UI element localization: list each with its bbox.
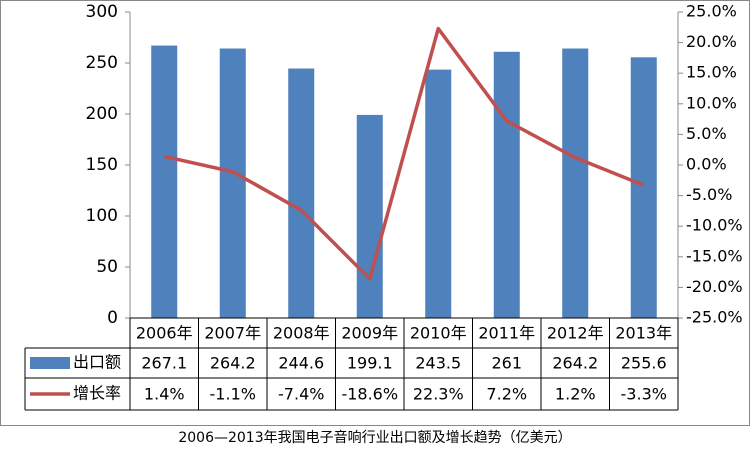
y2-tick-label: 5.0% [686, 124, 727, 143]
x-tick-label: 2007年 [204, 324, 261, 343]
y2-tick-label: 10.0% [686, 93, 737, 112]
bar [425, 69, 452, 318]
bar [356, 114, 383, 318]
table-value: 264.2 [210, 354, 256, 373]
table-value: 199.1 [347, 354, 393, 373]
y-tick-label: 150 [86, 155, 118, 175]
table-value: -3.3% [621, 385, 667, 404]
table-value: 22.3% [413, 385, 464, 404]
table-value: 244.6 [278, 354, 324, 373]
y2-tick-label: 20.0% [686, 32, 737, 51]
chart-title: 2006—2013年我国电子音响行业出口额及增长趋势（亿美元） [178, 429, 571, 446]
table-value: 264.2 [552, 354, 598, 373]
table-value: -18.6% [341, 385, 398, 404]
legend-label: 出口额 [73, 353, 121, 372]
legend-label: 增长率 [73, 384, 121, 403]
line [163, 26, 645, 281]
legend-swatch [30, 357, 70, 369]
y2-tick-label: -15.0% [686, 246, 743, 265]
table-value: 243.5 [415, 354, 461, 373]
x-tick-label: 2012年 [547, 324, 604, 343]
y-tick-label: 200 [86, 104, 118, 124]
x-tick-label: 2010年 [410, 324, 467, 343]
bar [562, 48, 589, 319]
table-value: 1.2% [555, 385, 596, 404]
y2-tick-label: 25.0% [686, 2, 737, 21]
table-value: -7.4% [278, 385, 324, 404]
bar [219, 48, 246, 319]
y-tick-label: 50 [96, 257, 118, 277]
x-tick-label: 2013年 [615, 324, 672, 343]
y-tick-label: 250 [86, 53, 118, 73]
y-tick-label: 0 [107, 308, 118, 328]
table-value: 7.2% [486, 385, 527, 404]
y2-tick-label: -10.0% [686, 216, 743, 235]
y2-tick-label: 15.0% [686, 63, 737, 82]
x-tick-label: 2006年 [136, 324, 193, 343]
bar [288, 68, 315, 319]
y2-tick-label: -25.0% [686, 308, 743, 327]
table-value: 261 [491, 354, 522, 373]
bar [630, 57, 657, 319]
y-tick-label: 300 [86, 2, 118, 22]
x-tick-label: 2008年 [273, 324, 330, 343]
x-tick-label: 2009年 [341, 324, 398, 343]
bar [493, 51, 520, 318]
y-tick-label: 100 [86, 206, 118, 226]
table-value: 1.4% [144, 385, 185, 404]
x-tick-label: 2011年 [478, 324, 535, 343]
table-value: 267.1 [141, 354, 187, 373]
table-value: 255.6 [621, 354, 667, 373]
bar [151, 45, 178, 319]
y2-tick-label: -5.0% [686, 185, 732, 204]
y2-tick-label: -20.0% [686, 277, 743, 296]
table-value: -1.1% [210, 385, 256, 404]
y2-tick-label: 0.0% [686, 155, 727, 174]
